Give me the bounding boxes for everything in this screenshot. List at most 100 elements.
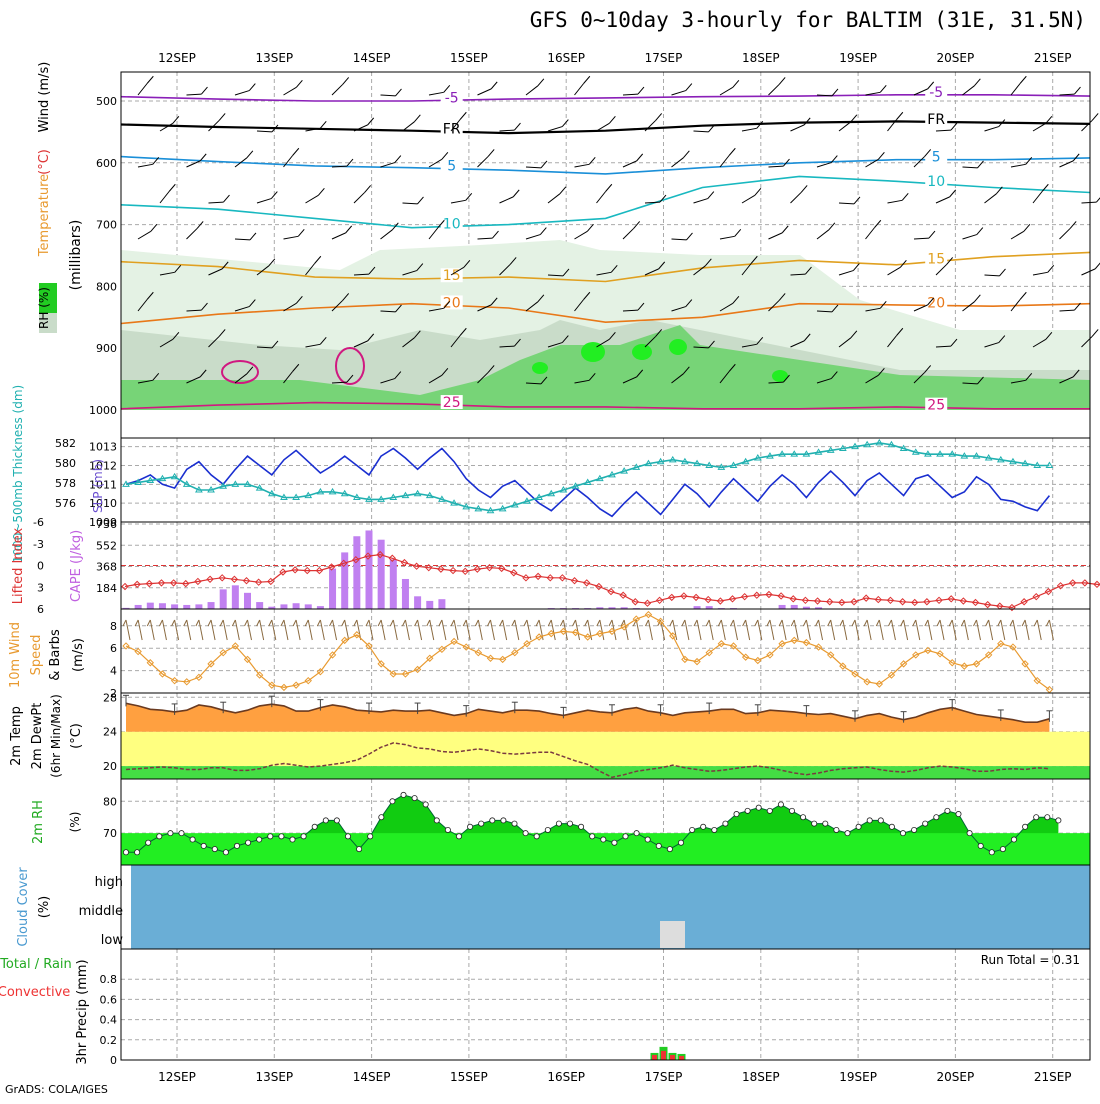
dewpoint-line xyxy=(125,742,1050,779)
surface-wind-barb-flag xyxy=(681,619,686,627)
wind-barb-flag xyxy=(487,365,495,373)
surface-wind-barb-flag xyxy=(219,619,224,627)
wind-barb xyxy=(671,306,686,312)
wind-barb-flag xyxy=(896,111,904,120)
wind-barb xyxy=(816,310,833,313)
thickness-marker xyxy=(875,438,884,446)
wind-barb-flag xyxy=(877,151,885,160)
wind-barb-flag xyxy=(973,78,981,87)
wind-barb-flag xyxy=(270,191,278,199)
surface-wind-barb-flag xyxy=(766,619,771,627)
li-marker xyxy=(898,598,907,606)
wind-speed-marker xyxy=(268,681,276,689)
wind-barb-flag xyxy=(803,333,811,342)
thickness-marker xyxy=(899,444,908,452)
cape-bar xyxy=(705,606,713,609)
wind-speed-marker xyxy=(401,670,410,678)
wind-barb xyxy=(790,124,805,132)
wind-barb-flag xyxy=(830,155,838,163)
li-marker xyxy=(789,595,797,603)
wind-barb-flag xyxy=(750,255,758,264)
rh-marker xyxy=(977,842,984,849)
thickness-marker xyxy=(911,448,920,455)
surface-wind-barb-flag xyxy=(875,619,880,627)
wind-barb xyxy=(574,82,585,96)
wind-barb xyxy=(137,230,152,240)
wind-barb xyxy=(1010,230,1025,240)
wind-barb xyxy=(283,370,294,384)
wind-barb xyxy=(719,235,735,240)
surface-wind-barb xyxy=(890,619,896,641)
wind-barb xyxy=(790,192,802,204)
y-tick-label: 6 xyxy=(37,603,44,616)
wind-barb-flag xyxy=(586,223,594,232)
wind-barb-flag xyxy=(297,228,305,237)
wind-barb-flag xyxy=(685,83,693,91)
surface-wind-barb xyxy=(149,619,155,641)
surface-wind-barb xyxy=(125,619,131,641)
li-marker xyxy=(1008,603,1016,612)
thickness-marker xyxy=(729,461,738,468)
wind-barb xyxy=(671,90,686,96)
y-axis-unit: (m/s) xyxy=(71,638,86,672)
thickness-marker xyxy=(365,495,373,502)
wind-barb-flag xyxy=(583,75,591,84)
wind-barb xyxy=(935,345,952,348)
wind-speed-marker xyxy=(972,660,981,668)
y-axis-label: CAPE (J/kg) xyxy=(69,530,84,602)
wind-barb xyxy=(353,124,368,132)
contour-label: 25 xyxy=(927,398,945,414)
wind-barb-flag xyxy=(588,156,596,165)
wind-barb-flag xyxy=(828,222,836,231)
wind-barb xyxy=(913,88,928,96)
li-marker xyxy=(182,579,190,588)
li-marker xyxy=(327,563,336,571)
wind-barb xyxy=(305,343,321,348)
surface-wind-barb-flag xyxy=(511,619,516,627)
y-tick-label: -6 xyxy=(33,516,44,529)
wind-barb xyxy=(622,160,637,168)
surface-wind-barb-flag xyxy=(438,619,443,627)
rh-marker xyxy=(933,814,940,821)
surface-wind-barb-flag xyxy=(717,619,722,627)
surface-wind-barb xyxy=(417,619,423,641)
wind-barb xyxy=(984,342,999,348)
thickness-marker xyxy=(243,480,252,487)
y-tick-label: 3 xyxy=(37,581,44,594)
surface-wind-barb xyxy=(283,619,289,641)
cape-bar xyxy=(256,602,264,609)
y-axis-label: 2m Temp xyxy=(9,706,24,766)
rh-marker xyxy=(888,823,895,830)
wind-speed-marker xyxy=(669,632,677,640)
surface-wind-barb-flag xyxy=(693,619,698,627)
wind-speed-marker xyxy=(571,628,580,637)
wind-barb xyxy=(1059,93,1075,96)
rh-marker xyxy=(533,833,540,840)
thickness-marker xyxy=(474,504,483,512)
wind-barb-flag xyxy=(1096,197,1100,203)
surface-wind-barb-flag xyxy=(365,619,370,627)
li-marker xyxy=(1032,592,1040,601)
surface-wind-barb-flag xyxy=(341,619,346,627)
wind-barb xyxy=(913,156,926,168)
rh-marker xyxy=(678,839,685,846)
thickness-marker xyxy=(170,472,179,480)
surface-wind-barb-flag xyxy=(474,619,479,627)
wind-speed-marker xyxy=(340,636,349,645)
wind-speed-marker xyxy=(948,659,956,667)
wind-barb xyxy=(768,381,784,384)
li-marker xyxy=(983,600,992,609)
li-marker xyxy=(947,595,955,603)
surface-wind-barb-flag xyxy=(1009,619,1014,627)
rh-marker xyxy=(955,811,962,818)
wind-barb xyxy=(428,307,444,312)
li-marker xyxy=(862,594,870,602)
wind-barb-flag xyxy=(946,257,954,265)
wind-barb-flag xyxy=(708,340,715,349)
wind-barb xyxy=(962,382,978,385)
surface-wind-barb xyxy=(174,619,180,641)
cape-bar xyxy=(183,604,191,609)
surface-wind-barb-flag xyxy=(280,619,285,627)
thickness-marker xyxy=(340,489,349,497)
wind-speed-marker xyxy=(219,648,227,657)
